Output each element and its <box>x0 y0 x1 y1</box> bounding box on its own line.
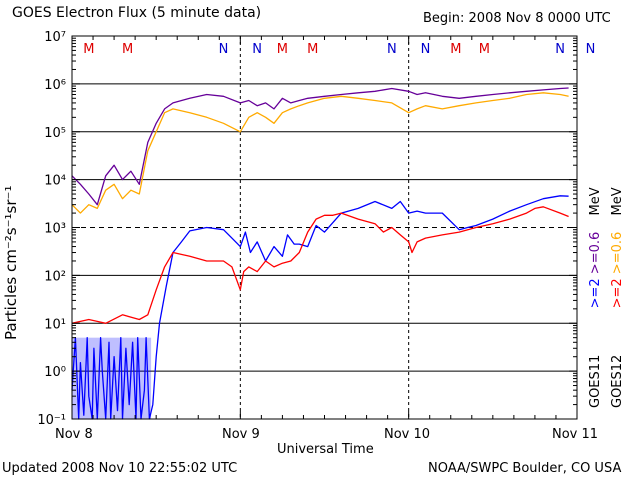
y-axis-label: Particles cm⁻²s⁻¹sr⁻¹ <box>2 185 20 340</box>
midnight-marker: M <box>479 42 490 57</box>
credit: NOAA/SWPC Boulder, CO USA <box>428 461 622 476</box>
begin-date: Begin: 2008 Nov 8 0000 UTC <box>423 11 611 26</box>
midnight-marker: M <box>307 42 318 57</box>
series-noise-band <box>72 337 152 419</box>
noon-marker: N <box>555 42 565 57</box>
chart-title: GOES Electron Flux (5 minute data) <box>12 5 262 21</box>
legend-g11-06mev: >=0.6 <box>588 231 603 275</box>
y-tick-label: 10⁴ <box>44 174 66 189</box>
noon-marker: N <box>219 42 229 57</box>
midnight-marker: M <box>450 42 461 57</box>
y-tick-label: 10⁰ <box>44 365 66 380</box>
legend-goes11: GOES11 >=2 >=0.6 MeV <box>588 187 603 408</box>
x-tick-label: Nov 11 <box>552 427 599 442</box>
noon-marker: N <box>387 42 397 57</box>
plot-grid <box>72 36 577 419</box>
legend-goes12: GOES12 >=2 >=0.6 MeV <box>610 187 625 408</box>
noon-marker: N <box>421 42 431 57</box>
x-tick-label: Nov 10 <box>384 427 431 442</box>
midnight-marker: M <box>277 42 288 57</box>
y-tick-label: 10⁷ <box>44 30 66 45</box>
y-tick-label: 10³ <box>44 222 66 237</box>
legend-g11-2mev: >=2 <box>588 278 603 309</box>
legend-g12-06mev: >=0.6 <box>610 231 625 275</box>
noon-marker: N <box>252 42 262 57</box>
noon-marker: N <box>586 42 596 57</box>
y-tick-label: 10⁵ <box>44 126 66 141</box>
legend-g12-2mev: >=2 <box>610 278 625 309</box>
series-line <box>71 206 569 324</box>
series-group <box>71 87 569 420</box>
y-tick-label: 10¹ <box>44 317 66 332</box>
midnight-marker: M <box>83 42 94 57</box>
x-tick-label: Nov 9 <box>222 427 260 442</box>
y-tick-label: 10⁻¹ <box>37 413 66 428</box>
x-axis-label: Universal Time <box>277 442 374 457</box>
series-line <box>71 195 569 420</box>
x-tick-label: Nov 8 <box>55 427 93 442</box>
series-line <box>71 92 569 214</box>
y-tick-label: 10² <box>44 269 66 284</box>
y-tick-label: 10⁶ <box>44 78 66 93</box>
midnight-marker: M <box>122 42 133 57</box>
series-line <box>71 87 569 206</box>
updated-timestamp: Updated 2008 Nov 10 22:55:02 UTC <box>2 461 238 476</box>
